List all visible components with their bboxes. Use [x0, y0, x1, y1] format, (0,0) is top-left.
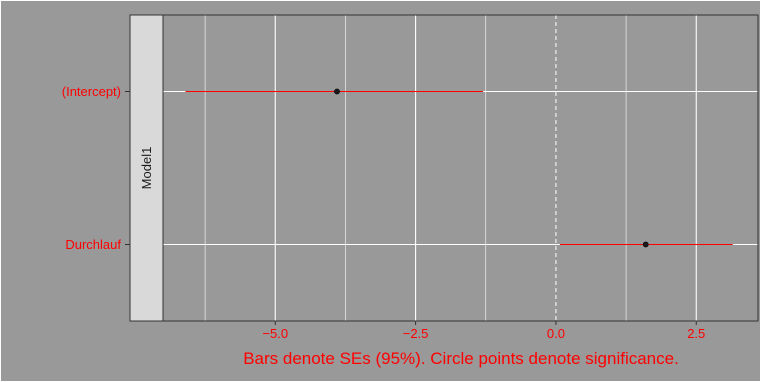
estimate-points — [334, 88, 649, 248]
x-tick-label: −2.5 — [403, 326, 429, 341]
x-tick-label: 2.5 — [687, 326, 705, 341]
x-tick-label: 0.0 — [547, 326, 565, 341]
facet-strip — [129, 14, 164, 322]
facet-label: Model1 — [139, 147, 154, 190]
x-axis: −5.0 −2.5 0.0 2.5 — [262, 321, 705, 341]
panel-border — [162, 14, 759, 322]
plot-caption: Bars denote SEs (95%). Circle points den… — [243, 349, 679, 368]
minor-gridlines — [204, 15, 627, 321]
y-axis: (Intercept) Durchlauf — [62, 84, 130, 252]
estimate-point — [334, 88, 340, 95]
plot-panel — [163, 15, 758, 321]
y-tick-label: (Intercept) — [62, 84, 121, 99]
x-tick-label: −5.0 — [262, 326, 288, 341]
y-tick-label: Durchlauf — [65, 237, 121, 252]
estimate-point — [642, 241, 649, 248]
